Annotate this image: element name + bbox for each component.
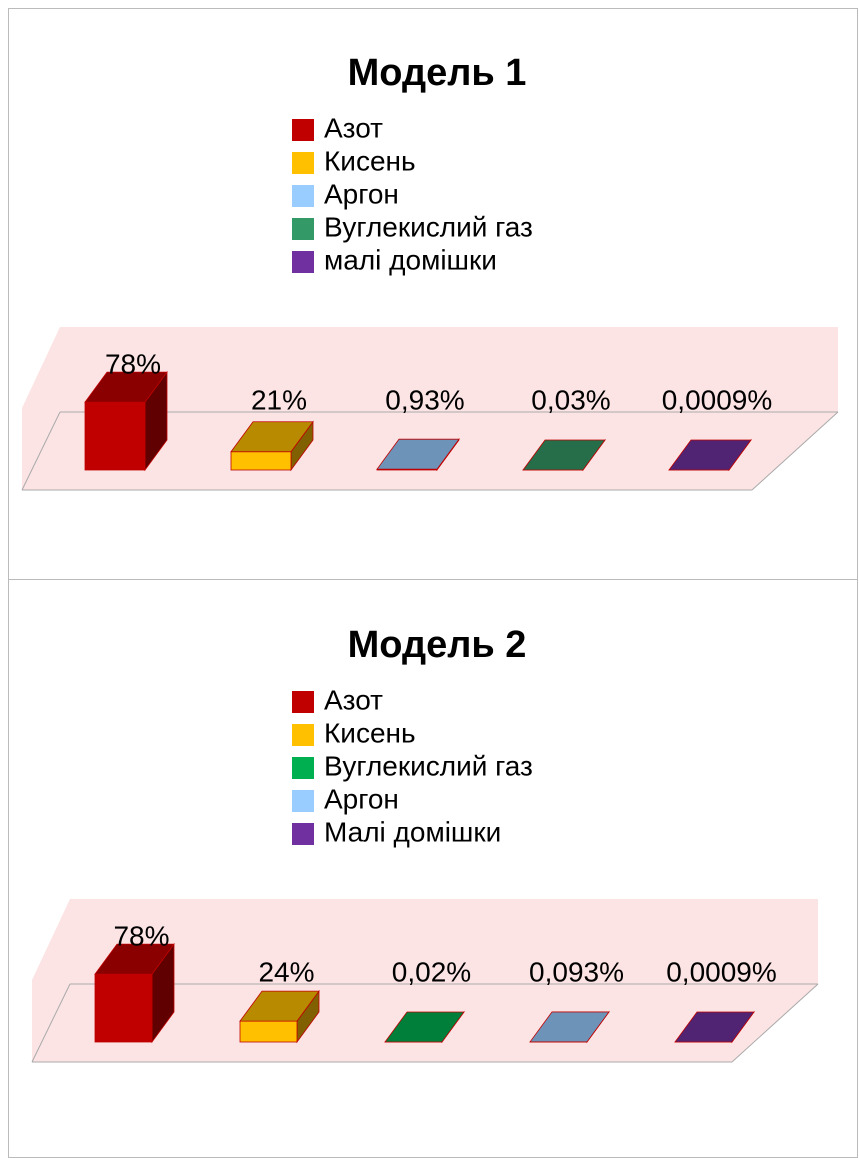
legend-label: Кисень bbox=[324, 145, 416, 176]
data-label: 78% bbox=[105, 349, 161, 380]
legend-swatch bbox=[292, 218, 314, 240]
legend-swatch bbox=[292, 823, 314, 845]
floor-edge bbox=[731, 983, 819, 1063]
legend-label: Вуглекислий газ bbox=[324, 750, 533, 781]
bar-top bbox=[668, 439, 752, 471]
bar-front bbox=[94, 973, 153, 1043]
plot-wall bbox=[22, 327, 838, 490]
legend-swatch bbox=[292, 251, 314, 273]
chart-title: Модель 1 bbox=[348, 52, 527, 94]
chart-frame bbox=[8, 8, 858, 580]
floor-edge bbox=[31, 983, 71, 1063]
bar-top bbox=[384, 1011, 465, 1043]
legend-swatch bbox=[292, 691, 314, 713]
legend-swatch bbox=[292, 757, 314, 779]
data-label: 0,093% bbox=[529, 956, 624, 987]
legend-swatch bbox=[292, 152, 314, 174]
legend-label: Азот bbox=[324, 684, 383, 715]
bar-top bbox=[529, 1011, 610, 1043]
data-label: 24% bbox=[258, 956, 314, 987]
bar-top bbox=[94, 943, 175, 975]
data-label: 0,0009% bbox=[662, 384, 773, 415]
legend-label: Кисень bbox=[324, 717, 416, 748]
floor-edge bbox=[21, 411, 61, 491]
data-label: 0,02% bbox=[392, 956, 471, 987]
data-label: 78% bbox=[113, 921, 169, 952]
data-label: 21% bbox=[251, 384, 307, 415]
data-label: 0,03% bbox=[531, 384, 610, 415]
bar-top bbox=[84, 371, 168, 403]
chart-frame bbox=[8, 579, 858, 1158]
bar-top bbox=[239, 990, 320, 1022]
legend-swatch bbox=[292, 119, 314, 141]
bar-front bbox=[230, 451, 292, 471]
legend-label: Малі домішки bbox=[324, 816, 501, 847]
bar-top bbox=[522, 439, 606, 471]
legend-swatch bbox=[292, 185, 314, 207]
legend-label: Аргон bbox=[324, 178, 399, 209]
plot-wall bbox=[32, 899, 818, 1062]
legend-swatch bbox=[292, 790, 314, 812]
legend-swatch bbox=[292, 724, 314, 746]
legend-label: Аргон bbox=[324, 783, 399, 814]
bar-front bbox=[239, 1020, 298, 1043]
bar-top bbox=[674, 1011, 755, 1043]
bar-front bbox=[84, 401, 146, 471]
legend-label: Азот bbox=[324, 112, 383, 143]
bar-top bbox=[230, 421, 314, 453]
chart-title: Модель 2 bbox=[348, 624, 527, 666]
floor-edge bbox=[751, 411, 839, 491]
data-label: 0,93% bbox=[385, 384, 464, 415]
legend-label: малі домішки bbox=[324, 244, 497, 275]
bar-top bbox=[376, 438, 460, 470]
data-label: 0,0009% bbox=[666, 956, 777, 987]
legend-label: Вуглекислий газ bbox=[324, 211, 533, 242]
